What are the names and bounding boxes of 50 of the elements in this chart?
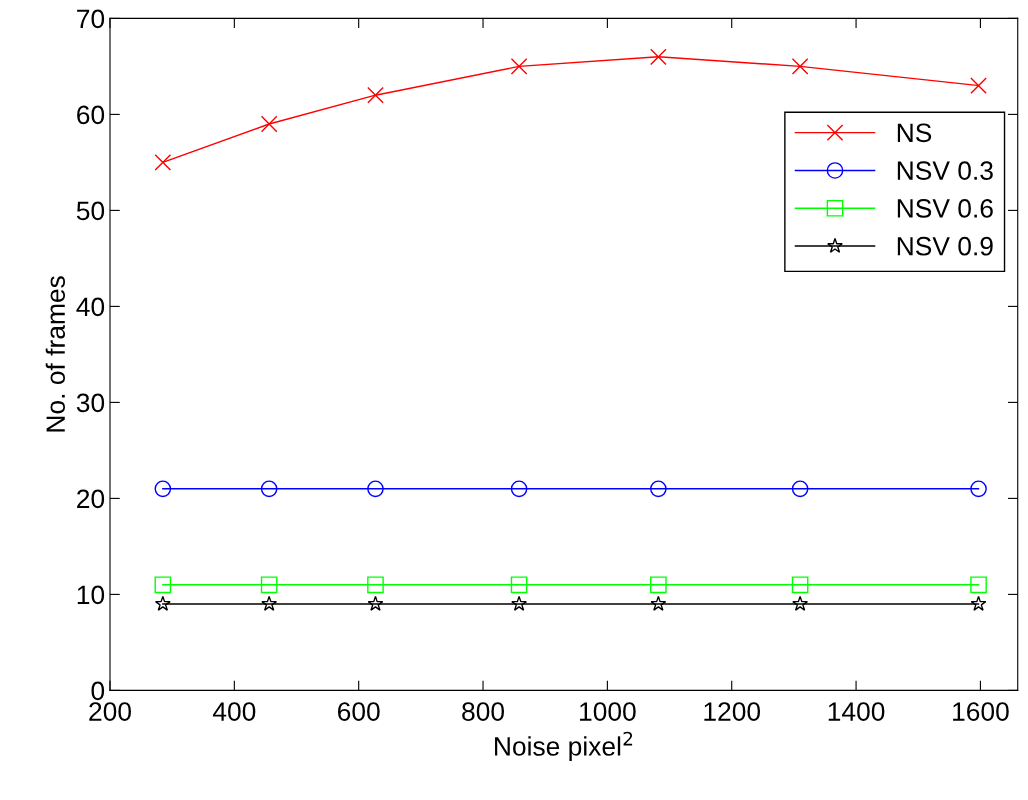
y-tick-label: 20 (77, 489, 105, 509)
y-tick-label: 50 (76, 201, 105, 221)
point (510, 58, 528, 75)
point (791, 58, 809, 75)
point (154, 576, 172, 594)
point (154, 154, 172, 171)
x-tick-label: 800 (462, 702, 505, 721)
y-tick-label: 10 (77, 585, 105, 605)
x-tick-label: 400 (212, 702, 256, 721)
point (970, 77, 987, 94)
point (511, 595, 528, 611)
y-tick-label: 30 (76, 393, 105, 413)
point (650, 595, 667, 611)
point (367, 86, 384, 104)
x-tick-label: 600 (338, 702, 380, 721)
point (970, 595, 987, 611)
point (260, 576, 278, 594)
point (260, 115, 278, 133)
x-tick-label: 1000 (580, 702, 636, 721)
point (154, 480, 172, 498)
x-tick-label: 1200 (704, 702, 761, 721)
point (792, 595, 809, 611)
point (970, 576, 987, 594)
point (650, 576, 667, 594)
point (510, 480, 528, 498)
legend-label: NSV 0.3 (897, 161, 993, 180)
legend-label: NSV 0.6 (897, 199, 993, 218)
y-tick-label: 0 (91, 681, 105, 701)
point (367, 480, 384, 498)
point (791, 576, 809, 594)
x-tick-label: 200 (89, 702, 131, 721)
point (261, 595, 278, 611)
y-tick-label: 40 (76, 297, 105, 317)
point (510, 576, 528, 594)
legend-label: NSV 0.9 (897, 236, 993, 256)
x-tick-label: 1600 (953, 702, 1009, 721)
legend-label: NS (897, 123, 932, 143)
point (650, 480, 667, 498)
point (367, 576, 384, 594)
point (367, 595, 384, 611)
point (970, 480, 987, 498)
x-axis-title: Noise pixel$^{2}$ (495, 731, 633, 761)
y-axis-title: No. of frames (45, 276, 66, 432)
y-tick-label: 70 (77, 9, 105, 29)
point (650, 48, 667, 66)
x-tick-label: 1400 (828, 702, 885, 721)
point (791, 480, 809, 498)
point (154, 595, 171, 611)
point (260, 480, 278, 498)
y-tick-label: 60 (77, 105, 105, 125)
